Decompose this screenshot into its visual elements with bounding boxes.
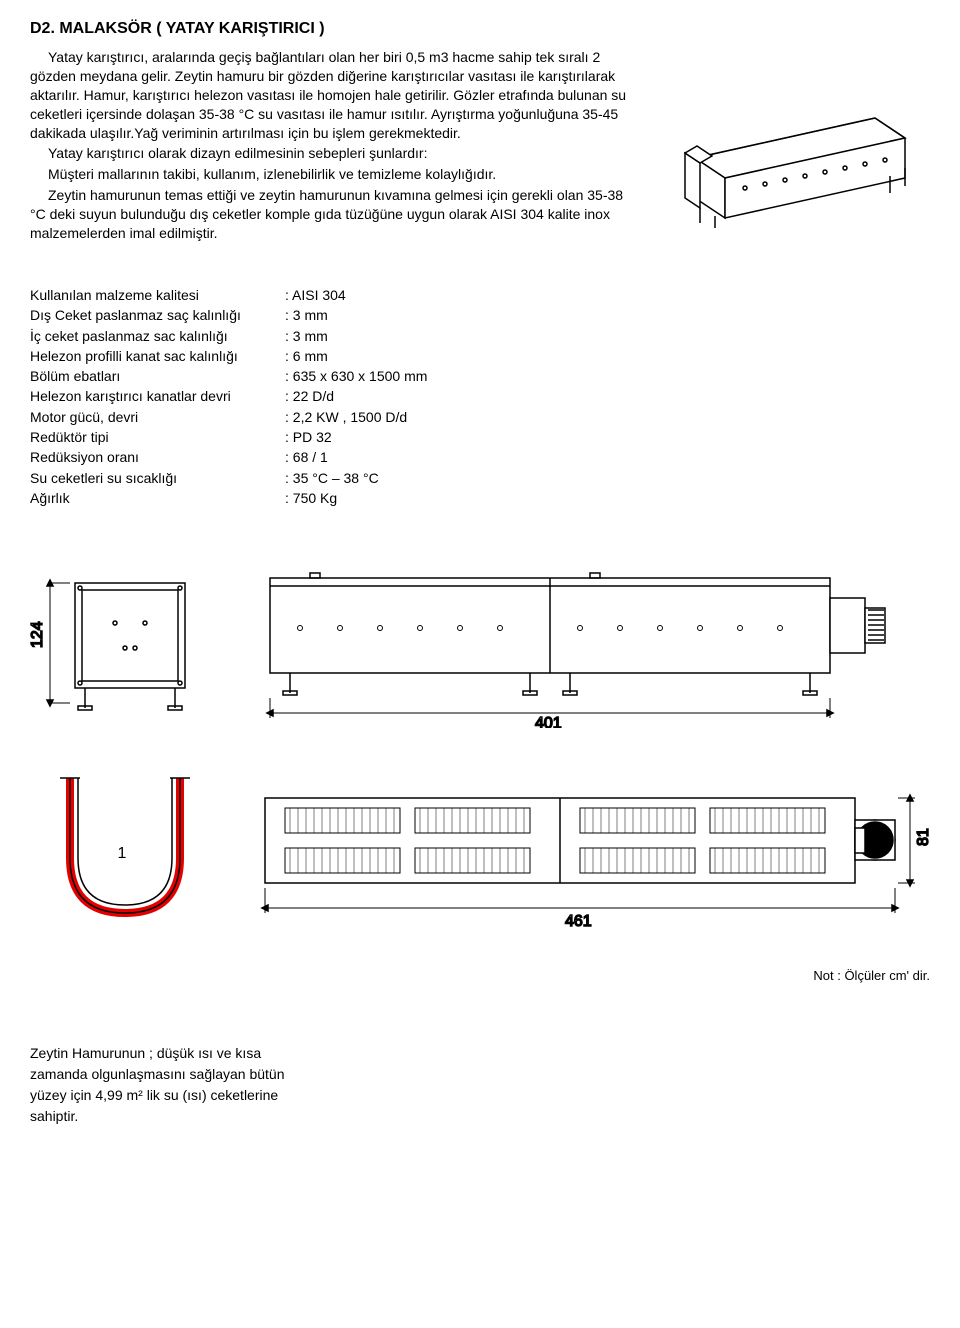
spec-label: Motor gücü, devri xyxy=(30,407,285,427)
spec-value: PD 32 xyxy=(285,427,332,447)
spec-value: AISI 304 xyxy=(285,285,346,305)
spec-value: 750 Kg xyxy=(285,488,337,508)
spec-label: Ağırlık xyxy=(30,488,285,508)
drawing-row-top: 1 xyxy=(30,758,930,938)
iso-drawing-icon xyxy=(665,58,925,238)
spec-label: Helezon profilli kanat sac kalınlığı xyxy=(30,346,285,366)
dim-461: 461 xyxy=(565,913,592,930)
drawing-row-side: 124 xyxy=(30,558,930,728)
dimension-note: Not : Ölçüler cm' dir. xyxy=(30,968,930,983)
dim-401: 401 xyxy=(535,715,562,728)
footer-paragraph: Zeytin Hamurunun ; düşük ısı ve kısa zam… xyxy=(30,1043,290,1127)
spec-label: Bölüm ebatları xyxy=(30,366,285,386)
paragraph-4: Zeytin hamurunun temas ettiği ve zeytin … xyxy=(30,186,640,243)
paragraph-1: Yatay karıştırıcı, aralarında geçiş bağl… xyxy=(30,48,640,142)
spec-label: Redüksiyon oranı xyxy=(30,447,285,467)
technical-drawings: 124 xyxy=(30,558,930,983)
description-text: Yatay karıştırıcı, aralarında geçiş bağl… xyxy=(30,48,640,245)
spec-value: 2,2 KW , 1500 D/d xyxy=(285,407,407,427)
specifications-list: Kullanılan malzeme kalitesiAISI 304 Dış … xyxy=(30,285,930,508)
paragraph-3: Müşteri mallarının takibi, kullanım, izl… xyxy=(30,165,640,184)
dim-cross: 1 xyxy=(118,845,127,862)
isometric-diagram xyxy=(660,48,930,245)
spec-value: 3 mm xyxy=(285,305,328,325)
spec-label: Helezon karıştırıcı kanatlar devri xyxy=(30,386,285,406)
section-title: D2. MALAKSÖR ( YATAY KARIŞTIRICI ) xyxy=(30,20,930,38)
dim-124: 124 xyxy=(30,621,46,648)
top-view-icon: 81 461 xyxy=(250,778,930,938)
spec-label: Kullanılan malzeme kalitesi xyxy=(30,285,285,305)
cross-section-icon: 1 xyxy=(30,758,210,938)
spec-value: 68 / 1 xyxy=(285,447,328,467)
spec-value: 35 °C – 38 °C xyxy=(285,468,379,488)
spec-value: 635 x 630 x 1500 mm xyxy=(285,366,427,386)
spec-label: Su ceketleri su sıcaklığı xyxy=(30,468,285,488)
end-view-icon: 124 xyxy=(30,568,210,728)
spec-label: Dış Ceket paslanmaz saç kalınlığı xyxy=(30,305,285,325)
spec-value: 3 mm xyxy=(285,326,328,346)
spec-label: Redüktör tipi xyxy=(30,427,285,447)
dim-81: 81 xyxy=(915,828,930,846)
spec-value: 6 mm xyxy=(285,346,328,366)
spec-value: 22 D/d xyxy=(285,386,334,406)
paragraph-2: Yatay karıştırıcı olarak dizayn edilmesi… xyxy=(30,144,640,163)
side-view-icon: 401 xyxy=(250,558,900,728)
spec-label: İç ceket paslanmaz sac kalınlığı xyxy=(30,326,285,346)
top-section: Yatay karıştırıcı, aralarında geçiş bağl… xyxy=(30,48,930,245)
